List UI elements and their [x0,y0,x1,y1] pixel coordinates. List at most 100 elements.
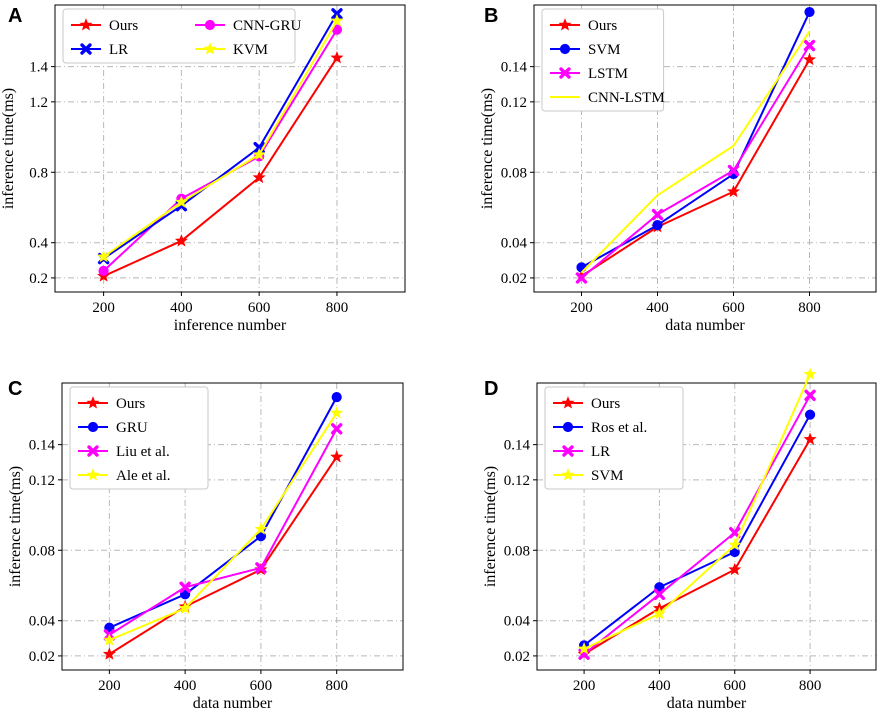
panel-c-y-tick-label: 0.04 [29,614,56,630]
panel-c-line-liu-et-al [108,428,338,636]
panel-c-x-axis-label: data number [193,695,273,712]
panel-b-legend-label-cnn-lstm: CNN-LSTM [588,90,665,106]
panel-d-point-svm [652,606,666,620]
panel-d-legend-marker [561,468,575,481]
panel-b-series-lstm [575,39,816,284]
panel-b-point-ours [803,52,816,66]
panel-b-y-tick-label: 0.02 [501,271,527,287]
panel-a-point-kvm [252,147,266,161]
panel-b-point-lstm [651,208,664,221]
panel-b-legend-marker [558,18,572,31]
panel-c-x-tick-label: 800 [325,678,348,694]
panel-c-legend-marker [87,445,99,457]
panel-d-y-tick-label: 0.14 [504,438,531,454]
panel-a: A 200 400 600 800 0.2 0.4 0.8 1.2 1.4 inference nu… [0,4,406,334]
panel-c-line-ale-et-al [108,412,338,641]
panel-d-point-lr [729,526,741,539]
panel-d-x-tick-label: 800 [799,678,822,694]
panel-d-y-axis-label: inference time(ms) [482,466,499,587]
panel-c-x-tick-label: 600 [250,678,273,694]
panel-c: C 200 400 600 800 0.02 0.04 0.08 0.12 0.14 data nu… [7,378,404,712]
panel-c-legend-marker [86,468,100,481]
panel-a-point-ours [174,234,188,247]
panel-d-legend-marker [562,445,574,457]
panel-a-point-kvm [97,249,111,263]
panel-d-y-tick-label: 0.02 [504,649,530,665]
panel-a-point-lr [331,8,343,20]
panel-d-point-ros-et-al [804,409,816,420]
panel-b-point-svm [652,219,663,231]
panel-a-series-ours [97,50,344,282]
panel-d-point-ours [728,562,742,576]
panel-c-legend-label-ale-et-al: Ale et al. [116,468,171,484]
panel-d-plot-frame [536,382,877,671]
panel-d-legend: Ours Ros et al. LR SVM [544,386,684,490]
panel-d-point-lr [804,389,816,402]
panel-c-legend-marker [87,421,99,433]
panel-b-legend-label-svm: SVM [588,42,621,58]
panel-c-y-tick-label: 0.14 [29,438,56,454]
panel-b-line-cnn-lstm [580,30,811,274]
panel-b-point-lstm [727,164,740,177]
panel-a-legend-label-lr: LR [109,42,128,58]
panel-a-point-kvm [174,195,188,208]
panel-a-x-tick-label: 400 [170,300,193,316]
panel-a-y-axis-label: inference time(ms) [0,88,17,209]
panel-d-legend-marker [561,396,575,409]
panel-d-legend-box [544,386,684,490]
panel-a-x-tick-label: 600 [248,300,271,316]
panel-a-point-ours [252,170,266,184]
panel-a-line-kvm [103,20,338,258]
panel-c-legend-label-gru: GRU [116,420,148,436]
panel-a-y-tick-label: 0.2 [29,271,48,287]
panel-a-x-axis-label: inference number [174,317,287,334]
panel-c-series-ale-et-al [102,406,344,646]
panel-a-y-tick-label: 1.2 [29,95,48,111]
panel-b-y-axis-label: inference time(ms) [479,88,496,209]
panel-d-point-svm [577,642,591,655]
panel-b-x-tick-label: 600 [722,300,745,316]
panel-a-y-tick-label: 1.4 [29,60,48,76]
panel-a-point-cnn-gru [98,265,109,276]
panel-c-legend-label-ours: Ours [116,396,145,412]
panel-c-point-liu-et-al [330,423,343,435]
panel-b-legend-label-ours: Ours [588,18,617,34]
panel-b-point-lstm [575,272,588,284]
panel-d: D 200 400 600 800 0.02 0.04 0.08 0.12 0.14 data nu… [482,367,877,712]
panel-a-letter: A [8,5,22,27]
panel-d-line-lr [583,394,811,655]
panel-b-line-ours [580,59,811,277]
panel-c-point-gru [104,622,115,633]
panel-c-y-tick-label: 0.02 [29,649,55,665]
panel-c-y-axis-label: inference time(ms) [7,466,24,587]
panel-c-point-ale-et-al [102,633,116,646]
panel-b-x-tick-label: 400 [646,300,669,316]
panel-c-point-ours [330,450,344,463]
panel-d-line-ros-et-al [583,414,811,647]
panel-b-y-tick-label: 0.14 [501,60,528,76]
panel-c-legend-box [69,386,209,490]
panel-b-legend: Ours SVM LSTM CNN-LSTM [541,8,665,112]
panel-c-point-ours [102,647,116,660]
panel-d-y-tick-label: 0.04 [504,614,531,630]
panel-b-y-tick-label: 0.04 [501,236,528,252]
panel-b-line-lstm [580,44,811,279]
panel-a-plot-frame [54,4,406,293]
panel-c-y-tick-label: 0.12 [29,473,55,489]
panel-a-point-kvm [330,14,344,27]
panel-b-legend-label-lstm: LSTM [588,66,628,82]
panel-c-letter: C [8,378,22,400]
panel-a-x-tick-label: 800 [326,300,349,316]
panel-c-point-liu-et-al [255,562,267,574]
panel-c-point-ale-et-al [330,406,344,419]
panel-d-point-ros-et-al [654,582,665,593]
panel-c-point-ale-et-al [254,522,268,535]
panel-b-legend-box [541,8,665,112]
panel-b-point-lstm [803,39,816,52]
panel-c-point-liu-et-al [179,581,191,593]
panel-a-legend-marker [79,18,93,31]
panel-b-plot-frame [533,4,877,293]
panel-d-point-svm [803,367,817,380]
panel-c-legend-label-liu-et-al: Liu et al. [116,444,170,460]
